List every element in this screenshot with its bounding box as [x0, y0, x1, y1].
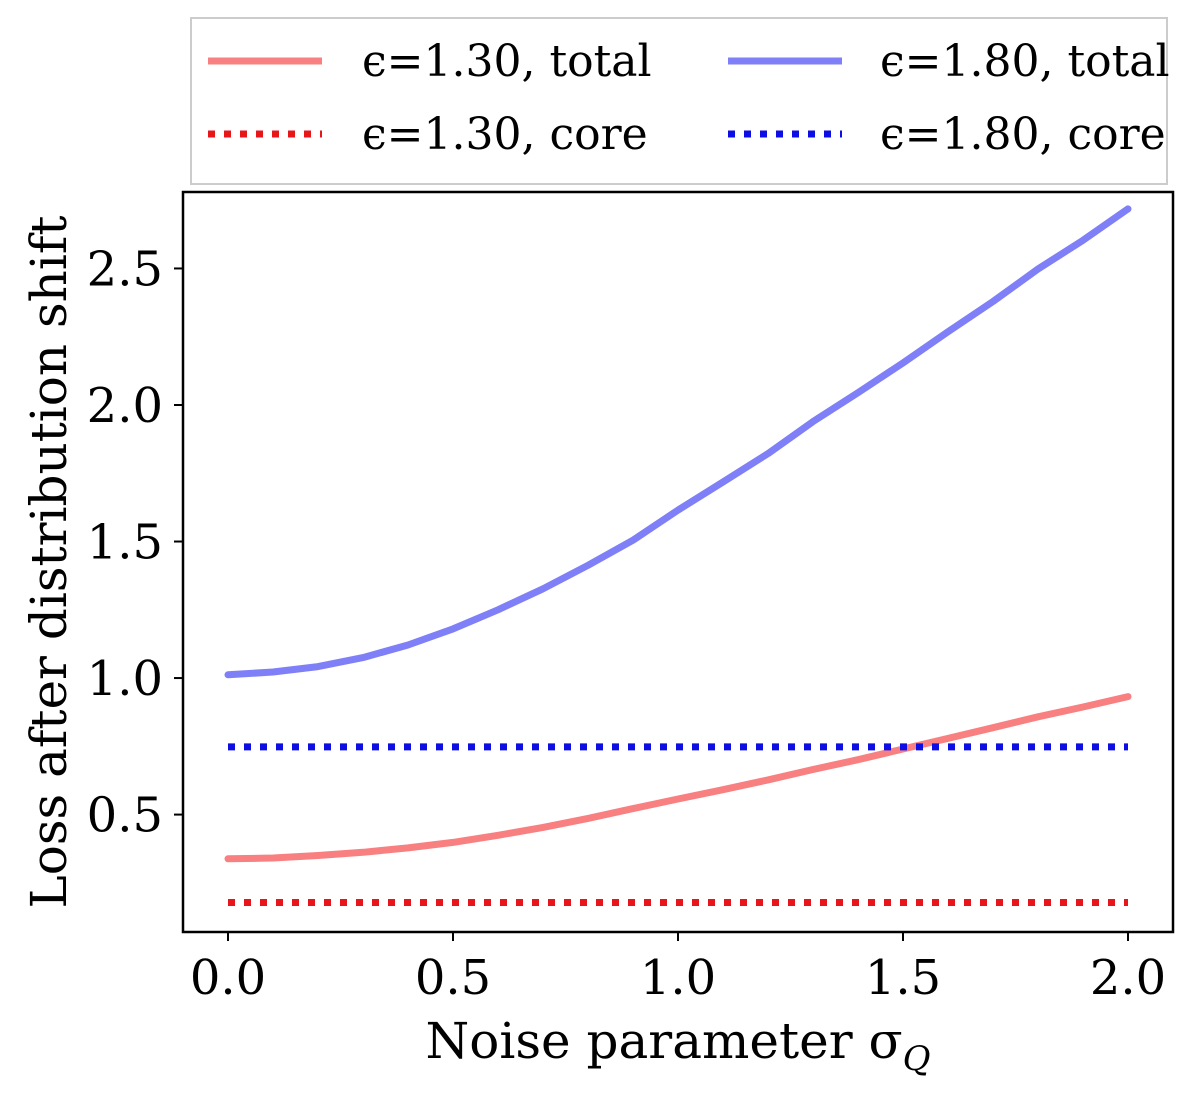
series-line-1	[224, 693, 1132, 863]
legend-entry-3: ϵ=1.30, core	[208, 109, 648, 160]
x-tick-label: 2.0	[1090, 950, 1166, 1006]
legend-label-3: ϵ=1.30, core	[362, 109, 648, 160]
y-axis-label: Loss after distribution shift	[20, 216, 78, 909]
y-tick-label: 2.0	[87, 378, 163, 434]
y-axis: 0.5 1.0 1.5 2.0 2.5	[87, 241, 183, 844]
x-tick-label: 0.0	[190, 950, 266, 1006]
y-tick-label: 1.0	[87, 651, 163, 707]
legend-label-4: ϵ=1.80, core	[880, 109, 1166, 160]
x-axis-label-text: Noise parameter σ	[426, 1012, 903, 1070]
plot-area	[181, 190, 1175, 934]
legend-label-2: ϵ=1.80, total	[880, 36, 1170, 87]
y-tick-label: 1.5	[87, 515, 163, 571]
series-layer	[224, 205, 1132, 906]
x-tick-label: 1.0	[640, 950, 716, 1006]
legend: ϵ=1.30, total ϵ=1.80, total ϵ=1.30, core…	[190, 17, 1170, 185]
series-line-2	[224, 205, 1132, 679]
y-tick-label: 0.5	[87, 788, 163, 844]
x-axis-label: Noise parameter σQ	[426, 1012, 931, 1079]
x-tick-label: 1.5	[865, 950, 941, 1006]
legend-entry-4: ϵ=1.80, core	[728, 109, 1166, 160]
legend-entry-2: ϵ=1.80, total	[728, 36, 1170, 87]
legend-label-1: ϵ=1.30, total	[362, 36, 652, 87]
x-tick-label: 0.5	[415, 950, 491, 1006]
legend-frame	[190, 17, 1168, 185]
y-tick-label: 2.5	[87, 241, 163, 297]
x-axis: 0.0 0.5 1.0 1.5 2.0	[190, 932, 1166, 1006]
x-axis-label-subscript: Q	[903, 1039, 931, 1079]
legend-entry-1: ϵ=1.30, total	[208, 36, 652, 87]
